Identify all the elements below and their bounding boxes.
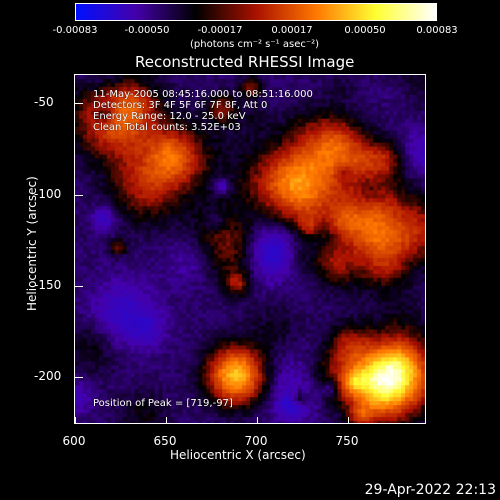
x-axis-label: Heliocentric X (arcsec) [170,448,306,462]
colorbar-tick: 0.00083 [416,25,458,36]
y-tick-label: -150 [34,278,62,292]
x-tick-label: 700 [244,434,268,448]
colorbar-tick: -0.00050 [124,25,170,36]
timestamp: 29-Apr-2022 22:13 [364,482,496,498]
annotation-peak-position: Position of Peak = [719,-97] [93,398,233,409]
annotation-detectors: Detectors: 3F 4F 5F 6F 7F 8F, Att 0 [93,100,268,111]
y-tick-label: -100 [34,187,62,201]
x-tick-label: 650 [153,434,177,448]
colorbar-tick: 0.00050 [344,25,386,36]
annotation-clean: Clean Total counts: 3.52E+03 [93,122,241,133]
x-tickmark [257,417,258,423]
colorbar [75,3,437,21]
image-panel: 11-May-2005 08:45:16.000 to 08:51:16.000… [74,74,426,424]
x-tickmark [348,417,349,423]
y-tickmark [75,195,83,196]
y-tick-label: -200 [34,369,62,383]
y-axis-label: Heliocentric Y (arcsec) [25,176,39,311]
x-tick-label: 600 [62,434,86,448]
colorbar-tick: -0.00083 [52,25,98,36]
y-tick-label: -50 [34,95,54,109]
x-tick-label: 750 [335,434,359,448]
plot-title: Reconstructed RHESSI Image [135,53,355,71]
y-tickmark [75,286,83,287]
x-tickmark [75,417,76,423]
x-tickmark [166,417,167,423]
solar-image-field [75,75,425,423]
y-tickmark [75,103,83,104]
colorbar-unit-label: (photons cm⁻² s⁻¹ asec⁻²) [190,39,320,50]
annotation-time-range: 11-May-2005 08:45:16.000 to 08:51:16.000 [93,89,313,100]
annotation-energy-range: Energy Range: 12.0 - 25.0 keV [93,111,246,122]
colorbar-tick: -0.00017 [197,25,243,36]
y-tickmark [75,377,83,378]
colorbar-tick: 0.00017 [271,25,313,36]
